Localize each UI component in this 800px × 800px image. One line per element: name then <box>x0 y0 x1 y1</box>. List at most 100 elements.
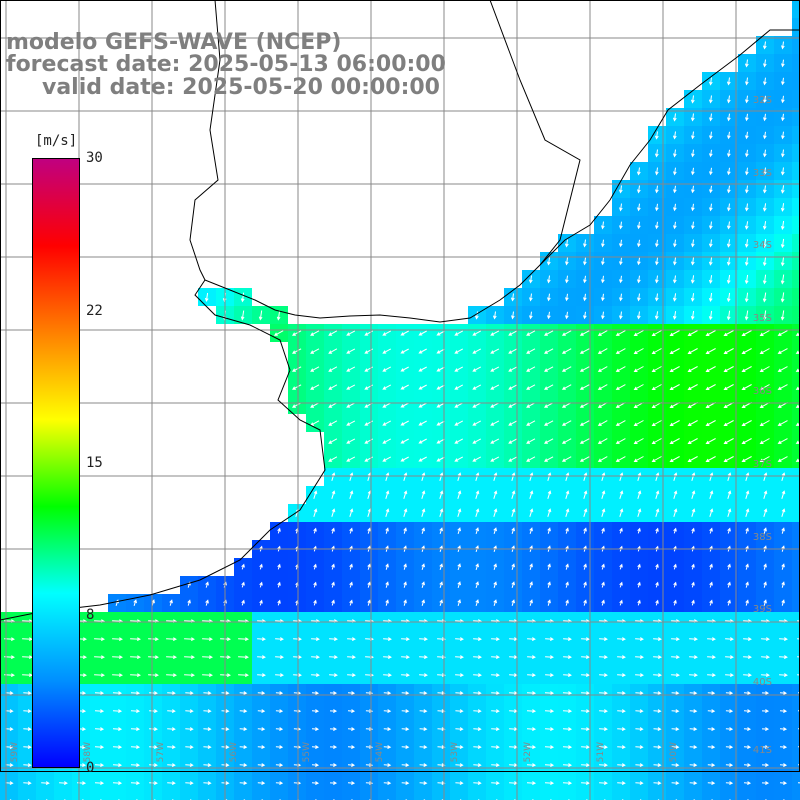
wind-arrow <box>759 384 770 390</box>
wind-arrow <box>23 745 32 749</box>
wind-arrow <box>23 781 32 785</box>
wind-arrow <box>601 472 606 481</box>
wind-arrow <box>617 637 626 641</box>
wind-arrow <box>148 655 159 659</box>
wind-arrow <box>583 472 588 481</box>
wind-arrow <box>385 508 390 517</box>
wind-arrow <box>761 637 770 641</box>
wind-arrow <box>239 691 248 695</box>
wind-cell <box>792 702 800 720</box>
wind-arrow <box>202 673 213 677</box>
wind-cell <box>198 792 216 800</box>
wind-arrow <box>777 330 788 336</box>
wind-arrow <box>762 41 767 50</box>
wind-arrow <box>579 330 590 336</box>
wind-arrow <box>795 440 800 444</box>
wind-arrow <box>637 185 641 194</box>
wind-arrow <box>130 709 141 713</box>
wind-arrow <box>273 330 284 336</box>
wind-arrow <box>777 384 788 390</box>
wind-arrow <box>257 727 266 731</box>
wind-arrow <box>418 366 427 372</box>
lat-label-38s: 38S <box>752 532 772 543</box>
wind-arrow <box>762 185 767 194</box>
wind-arrow <box>601 599 605 606</box>
wind-arrow <box>579 384 590 390</box>
wind-arrow <box>112 745 123 749</box>
wind-arrow <box>651 348 662 354</box>
wind-arrow <box>310 384 320 390</box>
wind-arrow <box>617 673 626 677</box>
wind-arrow <box>331 563 335 570</box>
wind-arrow <box>636 167 641 176</box>
wind-arrow <box>511 581 515 588</box>
wind-arrow <box>707 655 716 659</box>
wind-arrow <box>762 256 767 267</box>
wind-arrow <box>455 763 464 767</box>
wind-arrow <box>743 781 752 785</box>
wind-arrow <box>795 332 800 336</box>
wind-arrow <box>619 599 623 606</box>
wind-arrow <box>741 348 752 354</box>
wind-cell <box>252 792 270 800</box>
wind-arrow <box>277 563 281 570</box>
wind-arrow <box>241 599 245 606</box>
wind-arrow <box>727 472 732 481</box>
wind-arrow <box>709 508 714 517</box>
wind-arrow <box>149 781 158 785</box>
wind-arrow <box>726 274 731 285</box>
wind-arrow <box>241 581 245 588</box>
wind-arrow <box>239 745 248 749</box>
wind-arrow <box>565 527 569 534</box>
wind-arrow <box>673 167 677 176</box>
wind-arrow <box>741 366 752 372</box>
wind-arrow <box>637 527 641 534</box>
wind-arrow <box>455 781 464 785</box>
wind-arrow <box>475 472 480 481</box>
wind-arrow <box>723 384 734 390</box>
wind-arrow <box>454 330 464 336</box>
wind-arrow <box>364 402 374 408</box>
wind-arrow <box>583 490 588 499</box>
wind-cell <box>468 792 486 800</box>
wind-arrow <box>258 310 263 321</box>
wind-arrow <box>346 438 356 444</box>
wind-arrow <box>763 149 767 158</box>
wind-cell <box>558 792 576 800</box>
wind-arrow <box>329 691 338 695</box>
wind-arrow <box>708 239 713 248</box>
wind-arrow <box>547 275 551 284</box>
wind-arrow <box>617 781 626 785</box>
wind-arrow <box>94 781 105 785</box>
wind-arrow <box>419 781 428 785</box>
wind-arrow <box>763 599 767 606</box>
country-border <box>189 0 221 281</box>
wind-arrow <box>763 490 768 499</box>
wind-arrow <box>331 472 336 481</box>
wind-arrow <box>687 456 698 462</box>
lat-label-41s: 41S <box>752 745 772 756</box>
wind-arrow <box>331 490 336 499</box>
wind-arrow <box>472 366 482 372</box>
wind-arrow <box>22 637 33 641</box>
wind-arrow <box>455 637 464 641</box>
wind-arrow <box>544 763 555 767</box>
wind-arrow <box>637 293 641 302</box>
wind-arrow <box>508 330 518 336</box>
wind-arrow <box>723 420 734 426</box>
wind-arrow <box>655 203 659 212</box>
wind-arrow <box>619 275 623 284</box>
wind-arrow <box>241 563 245 570</box>
wind-arrow <box>726 292 731 303</box>
wind-arrow <box>781 527 785 534</box>
wind-arrow <box>707 727 716 731</box>
wind-arrow <box>763 527 767 534</box>
wind-arrow <box>727 563 731 570</box>
wind-arrow <box>94 637 105 641</box>
wind-arrow <box>691 472 696 481</box>
wind-arrow <box>779 709 788 713</box>
wind-cell <box>792 414 800 432</box>
model-title: modelo GEFS-WAVE (NCEP) <box>6 30 342 55</box>
wind-arrow <box>562 781 573 785</box>
